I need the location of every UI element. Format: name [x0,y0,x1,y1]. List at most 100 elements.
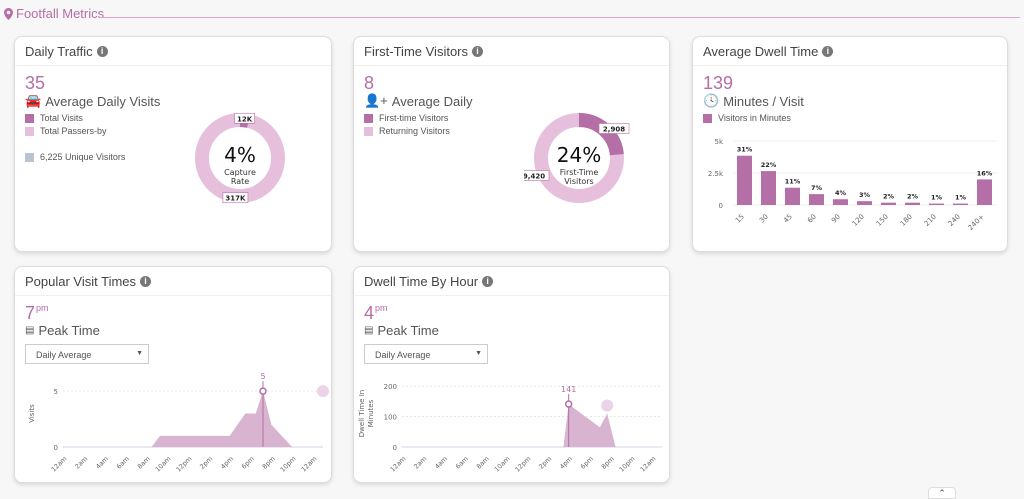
card-title: Average Dwell Time [703,43,819,59]
card-title: Popular Visit Times [25,273,137,289]
subtitle: Average Daily Visits [45,93,161,109]
daily-visits-value: 35 [25,73,46,93]
car-icon: 🚘 [25,93,42,108]
x-tick-label: 45 [782,213,794,225]
bar-label: 2% [907,193,919,201]
bar-label: 4% [835,189,847,197]
x-tick-label: 180 [899,213,914,228]
donut-caption: First-Time [560,168,599,177]
y-tick-label: 5 [54,388,58,396]
x-tick-label: 8am [475,455,491,471]
bar [761,171,776,205]
donut-caption: Visitors [564,177,593,186]
bar-label: 7% [811,184,823,192]
info-icon[interactable]: i [96,45,108,57]
x-tick-label: 12pm [514,455,533,474]
bar [833,199,848,205]
hover-marker [317,385,329,398]
section-divider [100,17,1020,18]
x-tick-label: 150 [875,213,890,228]
info-icon[interactable]: i [482,275,494,287]
bar [953,203,968,205]
x-tick-label: 60 [806,213,818,225]
first-time-visitors-card: First-Time Visitors i 8 👤+ Average Daily F… [353,36,670,252]
x-tick-label: 12am [389,455,408,474]
donut-label: 317K [225,195,246,203]
subtitle: Average Daily [391,93,473,109]
info-icon[interactable]: i [140,275,152,287]
bar-chart-icon: ▤ [364,325,374,336]
bar [809,194,824,205]
dwell-bar-chart: 0 2.5k 5k 31% 15 22% 30 11% 45 7% 60 4% 90 3% 120 2% 150… [708,138,997,232]
x-tick-label: 240 [947,213,962,228]
x-tick-label: 8am [136,455,152,471]
card-title: Daily Traffic [25,43,93,59]
donut-label-box [524,170,550,181]
clock-icon: 🕓 [703,93,720,108]
donut-caption: Capture [224,168,256,177]
peak-marker [564,400,573,408]
x-tick-label: 10pm [618,455,637,474]
bar-label: 1% [931,194,943,202]
x-tick-label: 210 [923,213,938,228]
x-tick-label: 120 [851,213,866,228]
subtitle: Peak Time [38,323,100,338]
subtitle: Peak Time [377,323,439,338]
donut-label-box [598,123,630,134]
hover-marker [601,399,614,412]
x-tick-label: 2am [73,455,89,471]
y-axis-label: Dwell Time In [358,390,366,437]
legend-returning: Returning Visitors [364,126,450,136]
bar [905,202,920,205]
caret-down-icon: ▼ [136,350,143,357]
x-tick-label: 10am [493,455,512,474]
bar-label: 1% [955,194,967,202]
y-axis-label: Visits [28,404,36,423]
bar [737,155,752,205]
bar-chart-icon: ▤ [25,325,35,336]
donut-label: 12K [237,115,253,123]
period-select[interactable]: Daily Average ▼ [364,344,488,364]
x-tick-label: 2am [412,455,428,471]
info-icon[interactable]: i [822,45,834,57]
caret-down-icon: ▼ [475,350,482,357]
donut-label: 9,420 [524,173,545,181]
area-series [402,404,652,447]
y-tick-label: 0 [719,202,723,210]
info-icon[interactable]: i [472,45,483,57]
scroll-top-button[interactable]: ⌃ [928,487,956,499]
bar-label: 22% [761,161,777,169]
legend-first-time: First-time Visitors [364,113,448,123]
bar-label: 2% [883,193,895,201]
peak-marker [259,387,267,395]
dwell-time-by-hour-card: Dwell Time By Hour i 4pm ▤ Peak Time Daily… [353,266,670,483]
x-tick-label: 4am [433,455,449,471]
first-time-value: 8 [364,73,375,93]
x-tick-label: 4am [94,455,110,471]
bar [977,179,992,205]
x-tick-label: 12am [639,455,658,474]
bar-label: 31% [737,146,753,154]
average-dwell-time-card: Average Dwell Time i 139 🕓 Minutes / Visit… [692,36,1008,252]
x-tick-label: 240+ [967,213,986,232]
bar [785,187,800,205]
x-tick-label: 10pm [279,455,298,474]
period-select[interactable]: Daily Average ▼ [25,344,149,364]
subtitle: Minutes / Visit [723,93,804,109]
y-tick-label: 100 [384,414,397,422]
bar-label: 3% [859,191,871,199]
x-tick-label: 6am [115,455,131,471]
x-tick-label: 4pm [219,455,235,471]
x-tick-label: 30 [758,213,770,225]
y-axis-label: Minutes [367,399,375,427]
x-tick-label: 6am [454,455,470,471]
area-series [63,391,313,447]
x-tick-label: 8pm [600,455,616,471]
section-title: Footfall Metrics [4,6,104,21]
x-tick-label: 12am [300,455,319,474]
peak-label: 141 [561,385,576,394]
